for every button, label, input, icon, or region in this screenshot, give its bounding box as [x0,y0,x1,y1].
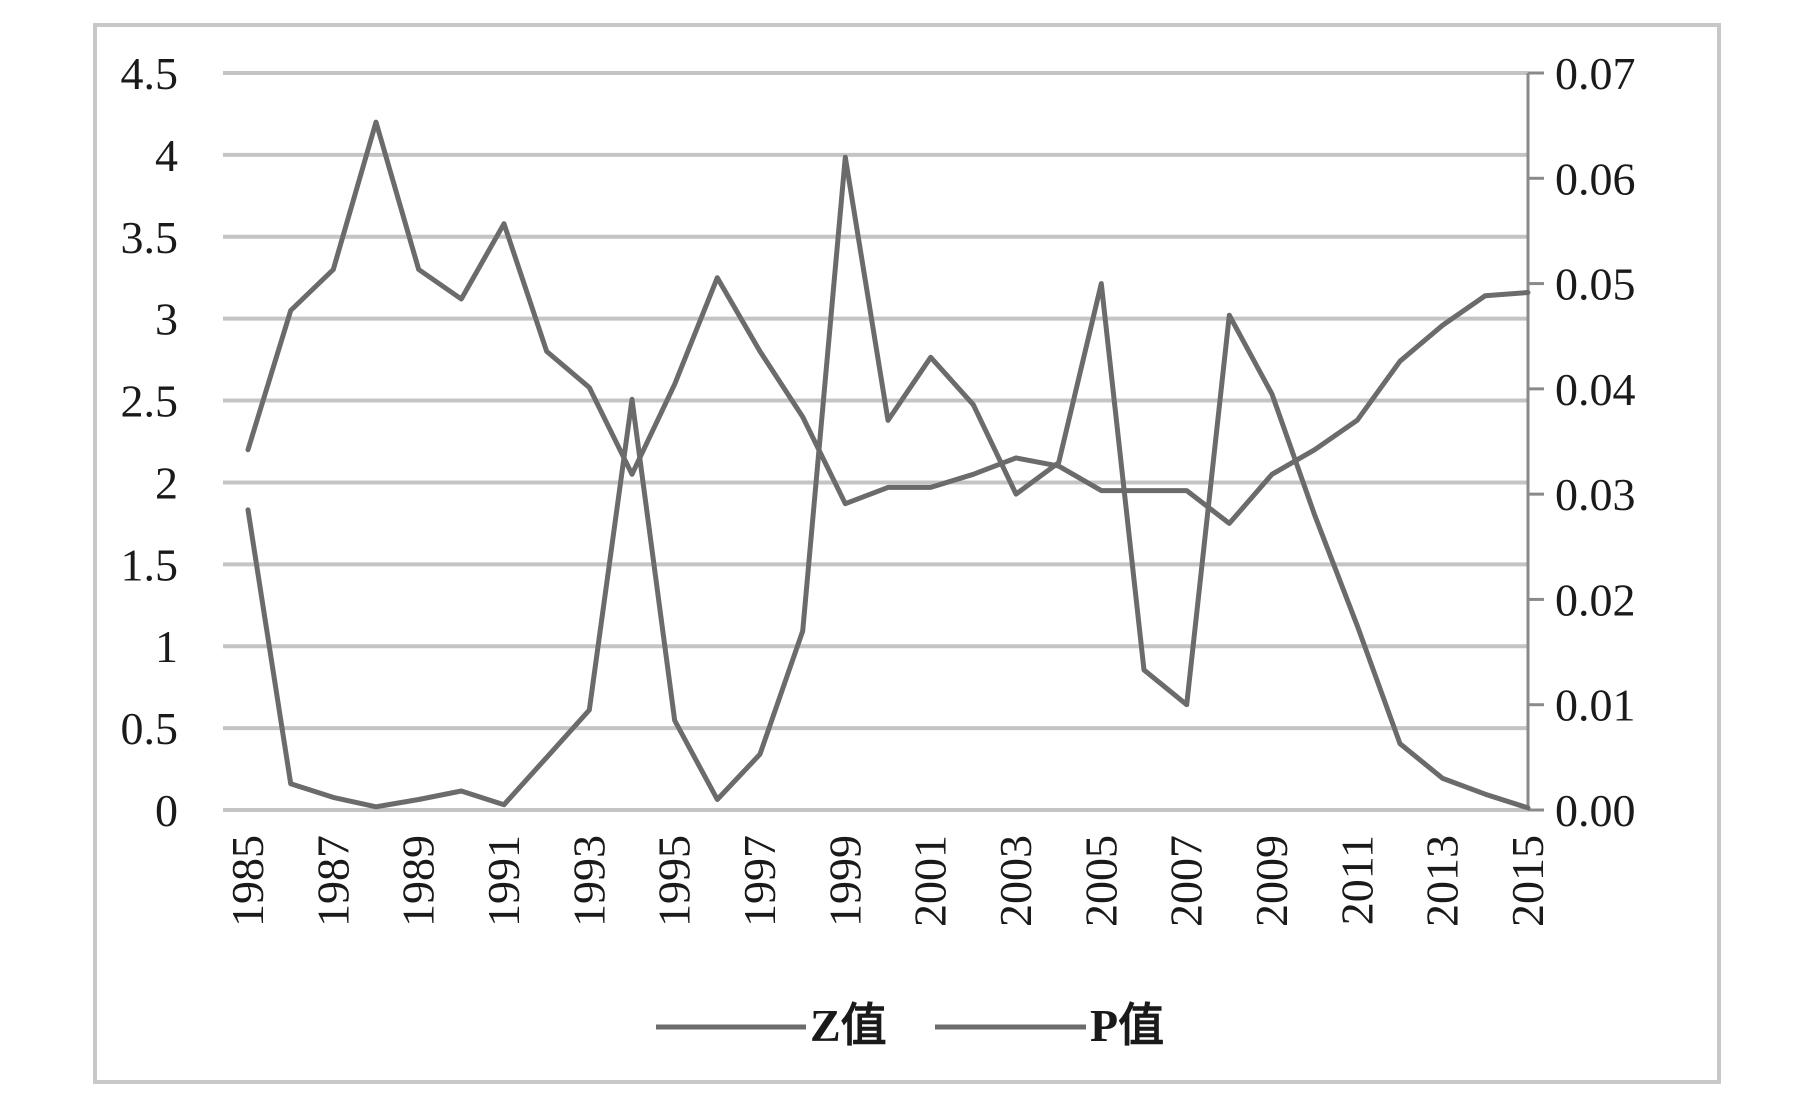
y-left-tick-label: 0 [155,785,178,836]
y-left-tick-label: 0.5 [121,703,179,754]
y-right-tick-label: 0.01 [1555,680,1636,731]
y-left-tick-label: 1.5 [121,539,179,590]
y-left-tick-label: 4 [155,130,178,181]
x-tick-label: 2003 [990,835,1041,927]
x-tick-label: 1995 [649,835,700,927]
y-left-tick-label: 4.5 [121,48,179,99]
y-left-tick-label: 1 [155,621,178,672]
x-tick-label: 1987 [307,835,358,927]
series-line-z [245,119,1531,526]
y-left-tick-label: 2 [155,457,178,508]
y-right-tick-label: 0.02 [1555,574,1636,625]
chart-frame [93,23,1721,1084]
legend-label: Z值 [810,1000,887,1051]
x-tick-label: 1991 [478,835,529,927]
y-right-tick-label: 0.03 [1555,469,1636,520]
y-left-tick-label: 3 [155,294,178,345]
y-left-tick-label: 2.5 [121,376,179,427]
x-tick-label: 1989 [393,835,444,927]
y-right-tick-label: 0.00 [1555,785,1636,836]
series-line-p [245,154,1531,811]
x-tick-label: 1985 [222,835,273,927]
x-tick-label: 2015 [1502,835,1553,927]
legend-label: P值 [1090,1000,1164,1051]
x-tick-label: 2013 [1417,835,1468,927]
x-tick-label: 2005 [1075,835,1126,927]
x-tick-label: 1993 [563,835,614,927]
y-left-tick-label: 3.5 [121,212,179,263]
y-right-tick-label: 0.04 [1555,364,1636,415]
x-tick-label: 2007 [1161,835,1212,927]
y-right-tick-label: 0.06 [1555,153,1636,204]
y-right-tick-label: 0.05 [1555,259,1636,310]
y-right-tick-label: 0.07 [1555,48,1636,99]
x-tick-label: 2001 [905,835,956,927]
x-tick-label: 2009 [1246,835,1297,927]
x-tick-label: 2011 [1331,835,1382,925]
x-tick-label: 1999 [819,835,870,927]
x-tick-label: 1997 [734,835,785,927]
